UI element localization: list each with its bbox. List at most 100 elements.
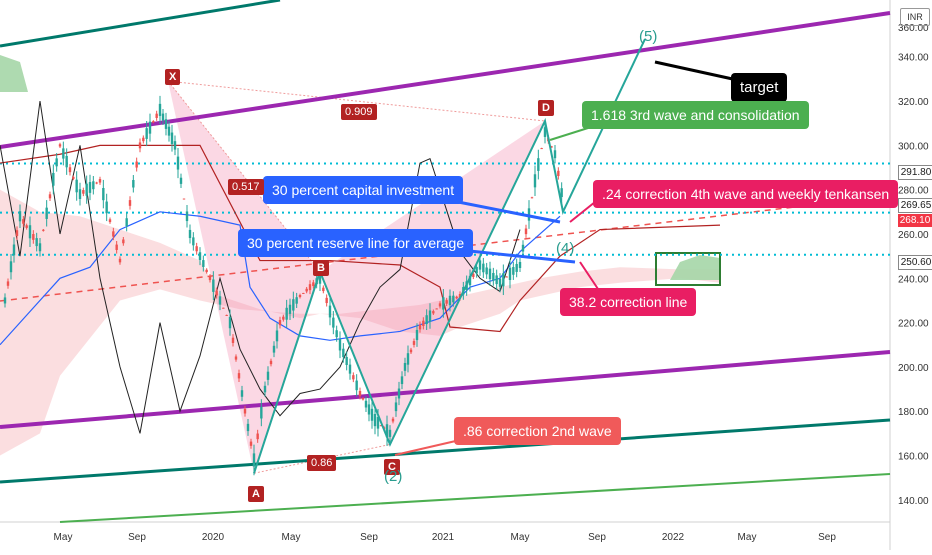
candle-body <box>78 189 82 199</box>
candle-body <box>85 183 88 196</box>
x-tick-label: Sep <box>360 532 378 543</box>
lower-teal-channel <box>0 418 891 484</box>
xab-triangle <box>168 81 320 474</box>
candle-body <box>458 294 462 299</box>
candle-body <box>332 317 335 328</box>
candle-body <box>228 316 232 329</box>
candle-body <box>105 201 108 214</box>
candle-body <box>167 126 171 136</box>
candle-body <box>115 244 118 250</box>
third-wave-pointer <box>549 127 589 141</box>
candle-body <box>38 243 42 252</box>
elliott-wave-path <box>253 38 646 474</box>
candle-body <box>478 260 482 270</box>
candle-body <box>391 418 395 422</box>
candle-body <box>252 453 256 467</box>
y-tick-label: 320.00 <box>898 97 929 108</box>
candle-body <box>292 299 295 311</box>
xd-ratio-line <box>167 80 546 122</box>
candle-body <box>524 228 528 235</box>
x-tick-label: Sep <box>588 532 606 543</box>
candle-body <box>28 225 32 239</box>
candle-body <box>98 179 102 183</box>
callout-second-wave: .86 correction 2nd wave <box>454 417 621 445</box>
point-a-label: A <box>248 486 264 502</box>
candle-body <box>482 263 485 273</box>
y-tick-label: 180.00 <box>898 407 929 418</box>
ratio-0517-label: 0.517 <box>228 179 264 195</box>
wave-2-label: (2) <box>384 468 403 485</box>
candle-body <box>472 273 475 277</box>
candle-body <box>102 188 105 201</box>
candle-body <box>72 176 75 179</box>
y-tick-label: 360.00 <box>898 23 929 34</box>
target-zone-box <box>655 252 721 286</box>
y-tick-label: 260.00 <box>898 230 929 241</box>
price-tag-26810: 268.10 <box>898 214 932 227</box>
candle-body <box>68 167 72 173</box>
candle-body <box>282 316 285 320</box>
upper-purple-channel <box>0 11 891 149</box>
y-tick-label: 300.00 <box>898 141 929 152</box>
candle-body <box>475 266 478 274</box>
candle-body <box>260 406 263 419</box>
callout-target: target <box>731 73 788 102</box>
chikou-line <box>0 100 521 434</box>
price-tag-29180: 291.80 <box>898 165 932 180</box>
wave-5-label: (5) <box>639 28 658 45</box>
candle-body <box>176 156 180 170</box>
senkou-line <box>0 144 721 333</box>
candle-body <box>455 296 458 299</box>
candle-body <box>205 269 208 273</box>
y-tick-label: 340.00 <box>898 53 929 64</box>
correction-pointer <box>579 261 601 293</box>
candle-body <box>361 398 365 400</box>
candle-body <box>438 303 442 307</box>
candle-body <box>158 103 162 116</box>
candle-body <box>237 373 241 379</box>
candle-body <box>132 180 135 188</box>
candle-body <box>400 376 404 385</box>
candle-body <box>12 244 16 256</box>
candle-body <box>308 284 312 291</box>
candle-body <box>125 218 128 227</box>
x-tick-label: May <box>282 532 301 543</box>
candle-body <box>55 158 58 167</box>
candle-body <box>288 304 292 314</box>
ichimoku-cloud <box>0 189 720 456</box>
x-tick-label: May <box>738 532 757 543</box>
candle-body <box>397 388 401 399</box>
candle-body <box>225 314 228 316</box>
candle-body <box>249 441 253 446</box>
candle-body <box>45 207 48 219</box>
candle-body <box>138 142 142 149</box>
candle-body <box>412 341 416 345</box>
candle-body <box>6 281 10 286</box>
point-b-label: B <box>313 260 329 276</box>
x-tick-label: 2020 <box>202 532 225 543</box>
candle-body <box>553 150 557 159</box>
candle-body <box>505 276 508 278</box>
candle-body <box>128 200 132 206</box>
candle-body <box>537 158 540 171</box>
candle-body <box>164 119 168 129</box>
candle-body <box>530 197 534 199</box>
candle-body <box>25 225 28 228</box>
kijun-line <box>0 211 561 346</box>
point-x-label: X <box>165 69 181 85</box>
support-green-line <box>59 473 891 523</box>
candle-body <box>161 113 165 121</box>
y-tick-label: 220.00 <box>898 319 929 330</box>
candle-body <box>65 155 68 168</box>
x-tick-label: May <box>511 532 530 543</box>
candle-body <box>325 297 328 304</box>
candle-body <box>32 234 35 240</box>
candle-body <box>108 219 112 223</box>
candle-body <box>18 211 22 222</box>
candle-body <box>385 424 389 438</box>
candle-body <box>142 137 145 142</box>
candle-body <box>82 190 85 194</box>
candle-body <box>234 356 238 360</box>
